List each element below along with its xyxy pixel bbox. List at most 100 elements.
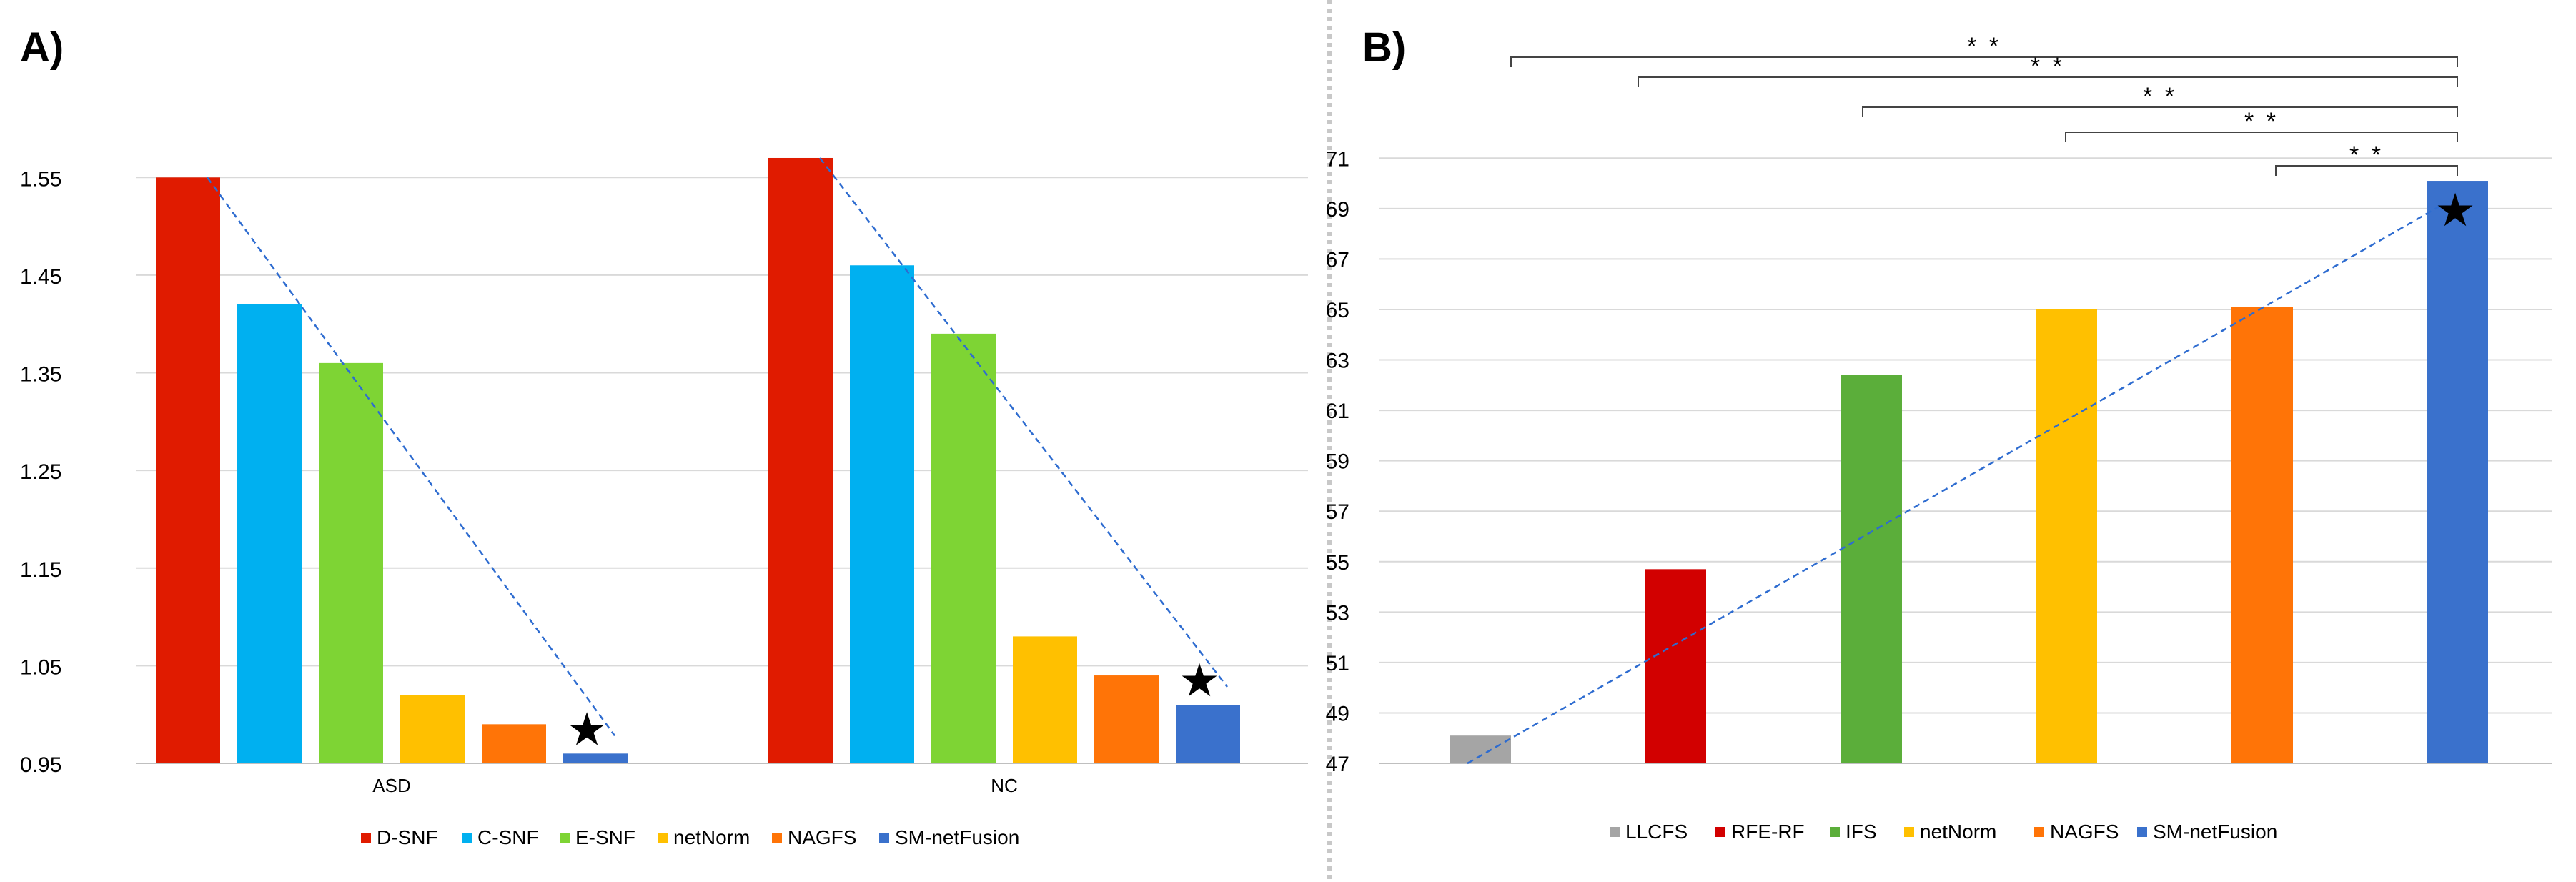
legend-label: SM-netFusion	[2153, 821, 2277, 843]
panel-a-bars	[156, 157, 1240, 764]
legend-label: SM-netFusion	[895, 826, 1019, 848]
bracket-line	[1510, 56, 2458, 67]
legend-label: C-SNF	[477, 826, 539, 848]
y-tick-label: 49	[1326, 702, 1349, 725]
bracket-line	[1862, 106, 2458, 117]
significance-bracket: * *	[1510, 33, 2458, 67]
y-tick-label: 1.15	[20, 558, 61, 582]
y-tick-label: 63	[1326, 350, 1349, 373]
legend-item-rfe-rf: RFE-RF	[1715, 821, 1805, 843]
legend-swatch	[1610, 827, 1620, 837]
panel-b-y-ticks: 47 49 51 53 55 57 59 61 63 65 67 69 71	[1326, 147, 1349, 776]
y-tick-label: 55	[1326, 551, 1349, 575]
y-tick-label: 1.35	[20, 363, 61, 387]
y-tick-label: 1.45	[20, 265, 61, 289]
bar-asd-d-snf	[156, 177, 220, 764]
significance-bracket: * *	[1862, 83, 2458, 117]
panel-a-x-labels: ASD NC	[372, 775, 1018, 796]
legend-label: D-SNF	[377, 826, 438, 848]
y-tick-label: 51	[1326, 652, 1349, 675]
legend-item-d-snf: D-SNF	[361, 826, 438, 848]
significance-bracket: * *	[1638, 53, 2458, 87]
legend-label: E-SNF	[575, 826, 635, 848]
bracket-line	[2275, 165, 2458, 176]
legend-label: RFE-RF	[1731, 821, 1805, 843]
y-tick-label: 1.05	[20, 655, 61, 679]
y-tick-label: 61	[1326, 400, 1349, 423]
bar-asd-e-snf	[319, 362, 383, 763]
legend-label: netNorm	[673, 826, 750, 848]
legend-swatch	[2034, 827, 2044, 837]
legend-swatch	[2137, 827, 2147, 837]
panel-b-legend: LLCFS RFE-RF IFS netNorm NAGFS SM-netFusion	[1610, 821, 2277, 843]
significance-marker: * *	[2244, 108, 2279, 135]
legend-swatch	[772, 833, 782, 843]
bracket-line	[1638, 76, 2458, 87]
bar-asd-c-snf	[237, 304, 302, 763]
y-tick-label: 0.95	[20, 753, 61, 777]
legend-item-llcfs: LLCFS	[1610, 821, 1688, 843]
legend-item-netnorm: netNorm	[1904, 821, 1996, 843]
legend-label: IFS	[1846, 821, 1877, 843]
x-tick-label: ASD	[372, 775, 410, 796]
panel-a-trendlines: ★★	[206, 157, 1228, 755]
legend-item-e-snf: E-SNF	[560, 826, 635, 848]
legend-label: NAGFS	[2050, 821, 2119, 843]
legend-item-netnorm: netNorm	[658, 826, 750, 848]
legend-swatch	[462, 833, 472, 843]
y-tick-label: 71	[1326, 147, 1349, 171]
significance-marker: * *	[2031, 53, 2065, 80]
best-method-star: ★	[2434, 184, 2475, 236]
legend-item-ifs: IFS	[1830, 821, 1877, 843]
bar-asd-nagfs	[482, 724, 546, 763]
legend-swatch	[879, 833, 889, 843]
panel-a-y-ticks: 0.95 1.05 1.15 1.25 1.35 1.45 1.55	[20, 167, 61, 777]
bar-llcfs	[1450, 735, 1511, 763]
legend-swatch	[1715, 827, 1725, 837]
legend-item-nagfs: NAGFS	[772, 826, 856, 848]
legend-item-nagfs: NAGFS	[2034, 821, 2119, 843]
legend-item-sm-netfusion: SM-netFusion	[879, 826, 1019, 848]
bar-nc-sm-netfusion	[1176, 705, 1240, 763]
panel-b-trendline: ★	[1467, 184, 2476, 765]
legend-swatch	[1904, 827, 1914, 837]
bar-asd-sm-netfusion	[563, 753, 628, 763]
bracket-line	[2065, 132, 2458, 142]
legend-item-sm-netfusion: SM-netFusion	[2137, 821, 2277, 843]
bar-nc-d-snf	[768, 157, 833, 763]
best-method-star: ★	[566, 703, 607, 755]
panel-a-legend: D-SNF C-SNF E-SNF netNorm NAGFS SM-netFusion	[361, 826, 1019, 848]
y-tick-label: 57	[1326, 500, 1349, 524]
panel-b-gridlines	[1379, 157, 2552, 764]
significance-marker: * *	[1967, 33, 2001, 60]
panel-b-label: B)	[1362, 24, 1406, 71]
bar-nc-c-snf	[850, 265, 914, 763]
y-tick-label: 59	[1326, 450, 1349, 474]
panel-b-bars	[1450, 181, 2488, 764]
legend-swatch	[1830, 827, 1840, 837]
y-tick-label: 47	[1326, 753, 1349, 776]
y-tick-label: 65	[1326, 299, 1349, 322]
panel-b-significance-brackets: * * * * * * * * * *	[1510, 33, 2458, 176]
y-tick-label: 53	[1326, 601, 1349, 625]
significance-marker: * *	[2143, 83, 2177, 110]
bar-rfe-rf	[1645, 569, 1706, 763]
legend-label: LLCFS	[1625, 821, 1688, 843]
bar-nc-e-snf	[931, 333, 996, 763]
bar-nagfs	[2231, 307, 2293, 763]
significance-marker: * *	[2349, 142, 2384, 169]
trendline	[1467, 202, 2445, 765]
best-method-star: ★	[1179, 655, 1219, 706]
significance-bracket: * *	[2065, 108, 2458, 142]
y-tick-label: 67	[1326, 248, 1349, 272]
legend-label: NAGFS	[788, 826, 856, 848]
legend-item-c-snf: C-SNF	[462, 826, 539, 848]
y-tick-label: 1.25	[20, 460, 61, 484]
legend-label: netNorm	[1920, 821, 1996, 843]
y-tick-label: 69	[1326, 198, 1349, 222]
panel-a-chart: A) 0.951.051.151.251.351.451.55 ASD NC ★★…	[20, 24, 1308, 848]
trendline	[819, 157, 1228, 688]
bar-ifs	[1841, 375, 1902, 763]
